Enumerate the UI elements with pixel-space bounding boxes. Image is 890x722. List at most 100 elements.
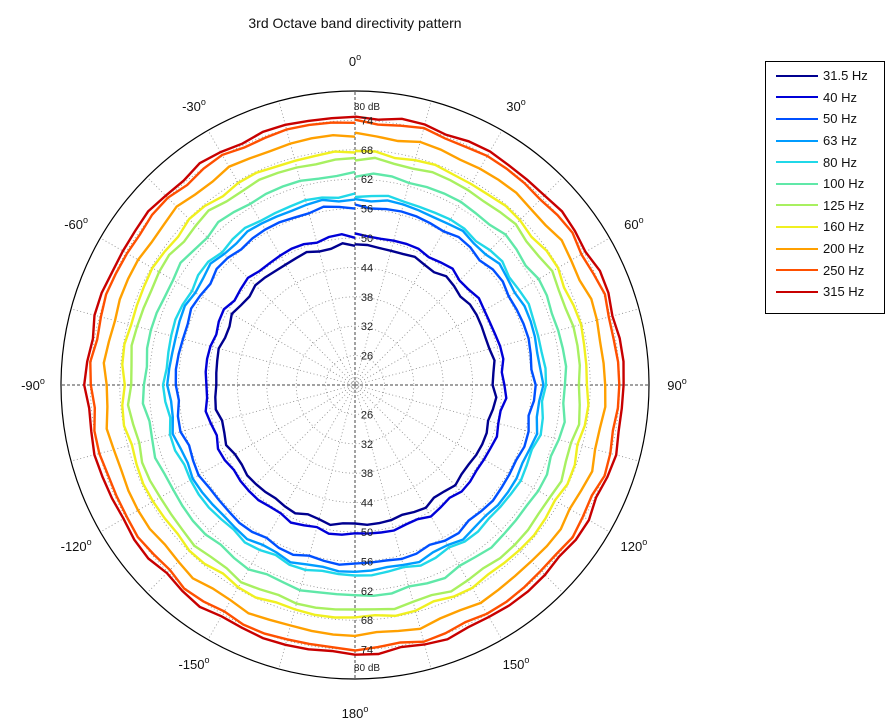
radial-tick-lower: 32	[361, 439, 373, 451]
degree-symbol: o	[521, 97, 526, 107]
legend-swatch	[776, 161, 818, 164]
legend-label: 315 Hz	[823, 284, 865, 300]
legend-item: 250 Hz	[766, 259, 884, 281]
legend-swatch	[776, 269, 818, 272]
grid-spoke	[70, 308, 356, 386]
radial-tick-lower: 50	[361, 527, 373, 539]
legend-swatch	[776, 290, 818, 293]
legend-item: 160 Hz	[766, 216, 884, 238]
legend-swatch	[776, 182, 818, 185]
legend-label: 100 Hz	[823, 176, 865, 192]
grid-ring	[325, 355, 385, 415]
legend-item: 100 Hz	[766, 173, 884, 195]
grid-ring	[119, 149, 591, 621]
degree-symbol: o	[87, 537, 92, 547]
legend: 31.5 Hz 40 Hz 50 Hz 63 Hz 80 Hz 100 Hz 125 Hz 1…	[765, 61, 885, 314]
legend-item: 125 Hz	[766, 195, 884, 217]
series-line-80-Hz	[161, 192, 548, 577]
grid-spoke	[354, 384, 640, 462]
legend-label: 250 Hz	[823, 262, 865, 278]
grid-spoke	[354, 384, 503, 640]
degree-symbol: o	[524, 655, 529, 665]
radial-ticks: 26 32 38 44 50 56 62 68 74 80 dB 26 32 38 44 50 56 62 68 7…	[354, 102, 380, 674]
radial-tick-lower: 68	[361, 615, 373, 627]
legend-swatch	[776, 96, 818, 99]
legend-item: 315 Hz	[766, 281, 884, 303]
series-line-160-Hz	[121, 149, 590, 619]
legend-label: 31.5 Hz	[823, 68, 868, 84]
series-line-40-Hz	[204, 232, 508, 536]
angle-label: 180o	[342, 704, 369, 721]
degree-symbol: o	[642, 537, 647, 547]
radial-tick-lower: 56	[361, 556, 373, 568]
series-line-63-Hz	[165, 197, 545, 574]
outer-ring	[60, 90, 650, 680]
radial-tick-upper: 38	[361, 292, 373, 304]
grid-spoke	[146, 176, 356, 386]
radial-tick-upper: 44	[361, 262, 373, 274]
angle-label: 120o	[621, 537, 648, 554]
chart-title: 3rd Octave band directivity pattern	[248, 15, 461, 31]
grid-spoke	[354, 384, 432, 670]
legend-swatch	[776, 225, 818, 228]
grid-spoke	[146, 384, 356, 594]
series-line-100-Hz	[141, 170, 568, 598]
legend-swatch	[776, 117, 818, 120]
radial-tick-lower: 62	[361, 586, 373, 598]
series-line-200-Hz	[102, 131, 607, 638]
angle-label: 30o	[506, 97, 525, 114]
grid-spoke	[354, 384, 564, 594]
legend-item: 31.5 Hz	[766, 65, 884, 87]
grid-ring	[236, 266, 473, 503]
radial-tick-lower: 44	[361, 498, 373, 510]
degree-symbol: o	[40, 376, 45, 386]
grid-spoke	[207, 384, 356, 640]
grid-spoke	[354, 100, 432, 386]
angle-label: -30o	[182, 97, 206, 114]
legend-label: 63 Hz	[823, 133, 857, 149]
series-line-250-Hz	[89, 118, 621, 652]
grid-ring	[266, 296, 444, 474]
legend-label: 200 Hz	[823, 241, 865, 257]
legend-label: 40 Hz	[823, 89, 857, 105]
polar-grid	[60, 90, 650, 680]
legend-item: 40 Hz	[766, 87, 884, 109]
radial-tick-upper: 68	[361, 145, 373, 157]
grid-ring	[148, 178, 562, 592]
radial-tick-lower: 26	[361, 409, 373, 421]
legend-item: 200 Hz	[766, 238, 884, 260]
radial-tick-lower: 38	[361, 468, 373, 480]
grid-spoke	[354, 237, 610, 386]
legend-label: 50 Hz	[823, 111, 857, 127]
legend-swatch	[776, 74, 818, 77]
grid-spoke	[354, 308, 640, 386]
grid-ring	[178, 208, 532, 562]
grid-ring	[295, 325, 415, 445]
grid-spoke	[100, 384, 356, 533]
legend-swatch	[776, 139, 818, 142]
degree-symbol: o	[356, 52, 361, 62]
angle-label: 90o	[667, 376, 686, 393]
angle-label: -60o	[64, 215, 88, 232]
radial-tick-upper: 56	[361, 204, 373, 216]
series-line-31-5-Hz	[214, 242, 498, 527]
degree-symbol: o	[363, 704, 368, 714]
degree-symbol: o	[682, 376, 687, 386]
grid-ring	[207, 237, 503, 533]
angle-label: -120o	[61, 537, 92, 554]
degree-symbol: o	[201, 97, 206, 107]
radial-tick-upper: 80 dB	[354, 102, 380, 113]
radial-tick-upper: 62	[361, 174, 373, 186]
legend-item: 50 Hz	[766, 108, 884, 130]
angle-label: 60o	[624, 215, 643, 232]
radial-tick-upper: 32	[361, 321, 373, 333]
legend-item: 63 Hz	[766, 130, 884, 152]
radial-tick-upper: 50	[361, 233, 373, 245]
legend-label: 80 Hz	[823, 154, 857, 170]
grid-spoke	[354, 384, 610, 533]
legend-item: 80 Hz	[766, 151, 884, 173]
legend-label: 125 Hz	[823, 197, 865, 213]
series-line-50-Hz	[174, 203, 537, 566]
radial-tick-lower: 80 dB	[354, 663, 380, 674]
radial-tick-upper: 26	[361, 351, 373, 363]
